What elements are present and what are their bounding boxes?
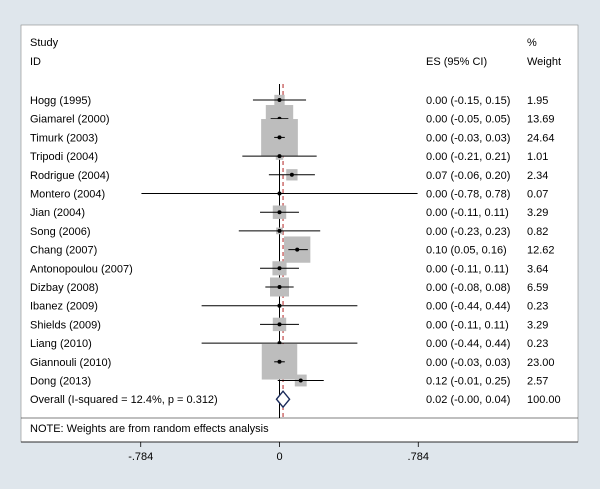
study-row: Montero (2004) 0.00 (-0.78, 0.78) 0.07: [30, 189, 548, 201]
study-label: Hogg (1995): [30, 95, 91, 107]
point-estimate: [277, 285, 282, 289]
point-estimate: [277, 210, 282, 215]
study-row: Song (2006) 0.00 (-0.23, 0.23) 0.82: [30, 226, 548, 238]
es-ci-label: 0.00 (-0.11, 0.11): [426, 207, 509, 219]
weight-label: 0.23: [527, 338, 548, 350]
weight-label: 1.01: [527, 151, 548, 163]
header-study: Study: [30, 37, 59, 49]
x-axis: -.784 0 .784: [21, 441, 578, 463]
x-tick-label: -.784: [128, 451, 153, 463]
study-label: Antonopoulou (2007): [30, 263, 133, 275]
es-ci-label: 0.00 (-0.15, 0.15): [426, 95, 510, 107]
weight-label: 3.29: [527, 207, 548, 219]
weight-label: 0.23: [527, 301, 548, 313]
study-row: Shields (2009) 0.00 (-0.11, 0.11) 3.29: [30, 317, 548, 331]
study-label: Rodrigue (2004): [30, 170, 110, 182]
point-estimate: [277, 154, 282, 159]
weight-label: 3.64: [527, 263, 548, 275]
point-estimate: [298, 378, 303, 383]
study-row: Giamarel (2000) 0.00 (-0.05, 0.05) 13.69: [30, 105, 555, 133]
forest-marks: Hogg (1995) 0.00 (-0.15, 0.15) 1.95Giamare…: [21, 84, 578, 419]
study-row: Rodrigue (2004) 0.07 (-0.06, 0.20) 2.34: [30, 169, 548, 182]
x-tick-label: 0: [276, 451, 282, 463]
study-row: Chang (2007) 0.10 (0.05, 0.16) 12.62: [30, 236, 555, 263]
study-row: Ibanez (2009) 0.00 (-0.44, 0.44) 0.23: [30, 301, 548, 313]
es-ci-label: 0.00 (-0.21, 0.21): [426, 151, 510, 163]
plot-panel: [20, 24, 579, 443]
study-row: Giannouli (2010) 0.00 (-0.03, 0.03) 23.00: [30, 344, 555, 380]
es-ci-label: 0.00 (-0.03, 0.03): [426, 132, 510, 144]
study-label: Chang (2007): [30, 245, 97, 257]
weight-label: 0.07: [527, 189, 548, 201]
study-row: Tripodi (2004) 0.00 (-0.21, 0.21) 1.01: [30, 151, 548, 163]
study-row: Timurk (2003) 0.00 (-0.03, 0.03) 24.64: [30, 119, 555, 156]
point-estimate: [289, 172, 294, 177]
weight-label: 6.59: [527, 282, 548, 294]
study-label: Dong (2013): [30, 376, 91, 388]
point-estimate: [277, 303, 282, 308]
es-ci-label: 0.00 (-0.44, 0.44): [426, 338, 510, 350]
weight-label: 23.00: [527, 357, 555, 369]
overall-es-ci-label: 0.02 (-0.00, 0.04): [426, 394, 510, 406]
point-estimate: [295, 247, 300, 252]
overall-label: Overall (I-squared = 12.4%, p = 0.312): [30, 394, 218, 406]
overall-diamond: [275, 390, 291, 409]
header-weight-symbol: %: [527, 37, 537, 49]
es-ci-label: 0.00 (-0.08, 0.08): [426, 282, 510, 294]
study-label: Giamarel (2000): [30, 114, 109, 126]
point-estimate: [277, 191, 282, 196]
header-es: ES (95% CI): [426, 56, 487, 68]
note-text: NOTE: Weights are from random effects an…: [30, 423, 269, 435]
study-label: Giannouli (2010): [30, 357, 111, 369]
study-row: Dizbay (2008) 0.00 (-0.08, 0.08) 6.59: [30, 277, 548, 297]
es-ci-label: 0.10 (0.05, 0.16): [426, 245, 507, 257]
point-estimate: [277, 228, 282, 233]
study-label: Timurk (2003): [30, 132, 98, 144]
es-ci-label: 0.00 (-0.78, 0.78): [426, 189, 510, 201]
weight-label: 2.34: [527, 170, 548, 182]
weight-label: 3.29: [527, 319, 548, 331]
point-estimate: [277, 135, 282, 140]
x-tick-label: .784: [408, 451, 429, 463]
es-ci-label: 0.00 (-0.23, 0.23): [426, 226, 510, 238]
study-label: Ibanez (2009): [30, 301, 98, 313]
study-label: Dizbay (2008): [30, 282, 98, 294]
point-estimate: [277, 98, 282, 102]
es-ci-label: 0.00 (-0.11, 0.11): [426, 263, 509, 275]
weight-label: 12.62: [527, 245, 555, 257]
study-label: Song (2006): [30, 226, 91, 238]
study-label: Montero (2004): [30, 189, 105, 201]
weight-label: 0.82: [527, 226, 548, 238]
overall-weight-label: 100.00: [527, 394, 561, 406]
study-label: Tripodi (2004): [30, 151, 98, 163]
es-ci-label: 0.00 (-0.05, 0.05): [426, 114, 510, 126]
point-estimate: [277, 359, 282, 364]
es-ci-label: 0.12 (-0.01, 0.25): [426, 376, 510, 388]
es-ci-label: 0.00 (-0.03, 0.03): [426, 357, 510, 369]
point-estimate: [277, 266, 282, 271]
weight-label: 1.95: [527, 95, 548, 107]
es-ci-label: 0.07 (-0.06, 0.20): [426, 170, 510, 182]
study-row: Antonopoulou (2007) 0.00 (-0.11, 0.11) 3.6…: [30, 261, 548, 276]
weight-label: 13.69: [527, 114, 555, 126]
study-label: Jian (2004): [30, 207, 85, 219]
header-weight: Weight: [527, 56, 561, 68]
es-ci-label: 0.00 (-0.44, 0.44): [426, 301, 510, 313]
study-row: Jian (2004) 0.00 (-0.11, 0.11) 3.29: [30, 205, 548, 219]
header-id: ID: [30, 56, 41, 68]
study-label: Liang (2010): [30, 338, 92, 350]
study-row: Dong (2013) 0.12 (-0.01, 0.25) 2.57: [30, 374, 548, 388]
study-label: Shields (2009): [30, 319, 101, 331]
point-estimate: [277, 322, 282, 327]
study-row: Hogg (1995) 0.00 (-0.15, 0.15) 1.95: [30, 94, 548, 107]
study-row: Liang (2010) 0.00 (-0.44, 0.44) 0.23: [30, 338, 548, 350]
weight-label: 24.64: [527, 132, 555, 144]
weight-label: 2.57: [527, 376, 548, 388]
es-ci-label: 0.00 (-0.11, 0.11): [426, 319, 509, 331]
